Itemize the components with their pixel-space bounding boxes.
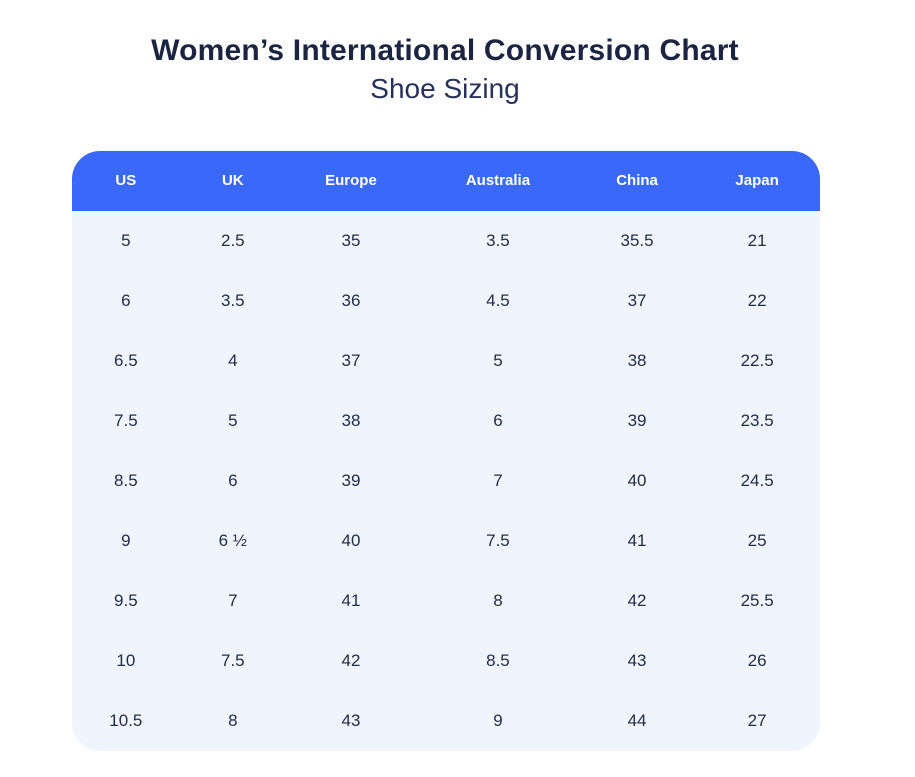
- table-cell: 6: [493, 410, 503, 430]
- page-title: Women’s International Conversion Chart: [151, 34, 739, 67]
- table-cell: 41: [627, 530, 647, 550]
- column-header-australia: Australia: [465, 172, 531, 190]
- table-cell: 4.5: [486, 290, 510, 310]
- table-row: 9 6 ½ 40 7.5 41 25: [72, 511, 820, 571]
- table-cell: 5: [121, 230, 131, 250]
- table-cell: 7.5: [486, 530, 510, 550]
- table-cell: 27: [747, 710, 767, 730]
- table-cell: 44: [627, 710, 647, 730]
- column-header-europe: Europe: [325, 172, 377, 190]
- table-cell: 25.5: [740, 590, 774, 610]
- table-cell: 3.5: [486, 230, 510, 250]
- table-cell: 40: [627, 470, 647, 490]
- table-cell: 7.5: [114, 410, 138, 430]
- table-cell: 37: [627, 290, 647, 310]
- table-cell: 41: [341, 590, 361, 610]
- table-row: 5 2.5 35 3.5 35.5 21: [72, 211, 820, 271]
- table-cell: 25: [747, 530, 767, 550]
- table-row: 7.5 5 38 6 39 23.5: [72, 391, 820, 451]
- table-cell: 10.5: [109, 710, 143, 730]
- table-cell: 39: [341, 470, 361, 490]
- table-cell: 9.5: [114, 590, 138, 610]
- table-cell: 21: [747, 230, 767, 250]
- table-cell: 8: [493, 590, 503, 610]
- table-cell: 8.5: [486, 650, 510, 670]
- table-cell: 6: [121, 290, 131, 310]
- table-cell: 39: [627, 410, 647, 430]
- column-header-us: US: [115, 172, 137, 190]
- table-cell: 3.5: [220, 290, 245, 310]
- table-cell: 5: [228, 410, 238, 430]
- table-cell: 8.5: [114, 470, 138, 490]
- table-cell: 36: [341, 290, 361, 310]
- table-cell: 37: [341, 350, 361, 370]
- table-cell: 2.5: [220, 230, 245, 250]
- page-subtitle: Shoe Sizing: [370, 72, 520, 104]
- table-cell: 35: [341, 230, 361, 250]
- table-cell: 10: [116, 650, 136, 670]
- table-cell: 23.5: [740, 410, 774, 430]
- table-cell: 42: [341, 650, 361, 670]
- table-cell: 7.5: [220, 650, 245, 670]
- table-cell: 7: [228, 590, 238, 610]
- table-row: 10.5 8 43 9 44 27: [72, 691, 820, 751]
- table-cell: 24.5: [740, 470, 774, 490]
- table-cell: 5: [493, 350, 503, 370]
- table-cell: 22.5: [740, 350, 774, 370]
- table-cell: 8: [228, 710, 238, 730]
- table-cell: 42: [627, 590, 647, 610]
- table-cell: 6: [228, 470, 238, 490]
- table-cell: 6 ½: [218, 530, 247, 550]
- column-header-uk: UK: [221, 172, 244, 190]
- table-cell: 26: [747, 650, 767, 670]
- table-cell: 22: [747, 290, 767, 310]
- column-header-china: China: [616, 172, 658, 190]
- table-row: 8.5 6 39 7 40 24.5: [72, 451, 820, 511]
- table-cell: 6.5: [114, 350, 138, 370]
- table-cell: 7: [493, 470, 503, 490]
- table-cell: 35.5: [620, 230, 654, 250]
- table-cell: 4: [228, 350, 238, 370]
- table-row: 6.5 4 37 5 38 22.5: [72, 331, 820, 391]
- table-header-row: US UK Europe Australia China Japan: [72, 150, 820, 211]
- table-cell: 9: [493, 710, 503, 730]
- title-block: Women’s International Conversion Chart S…: [0, 0, 890, 105]
- table-body: 5 2.5 35 3.5 35.5 21 6 3.5 36 4.5 37 22 6.5 4 37 5 38 22.…: [72, 210, 820, 751]
- table-cell: 9: [121, 530, 131, 550]
- table-cell: 40: [341, 530, 361, 550]
- table-row: 10 7.5 42 8.5 43 26: [72, 631, 820, 691]
- table-cell: 43: [627, 650, 647, 670]
- table-row: 6 3.5 36 4.5 37 22: [72, 271, 820, 331]
- table-cell: 38: [627, 350, 647, 370]
- table-cell: 38: [341, 410, 361, 430]
- table-row: 9.5 7 41 8 42 25.5: [72, 571, 820, 631]
- conversion-table: US UK Europe Australia China Japan 5 2.5 35 3.5 3…: [72, 150, 820, 751]
- table-cell: 43: [341, 710, 361, 730]
- column-header-japan: Japan: [735, 172, 779, 190]
